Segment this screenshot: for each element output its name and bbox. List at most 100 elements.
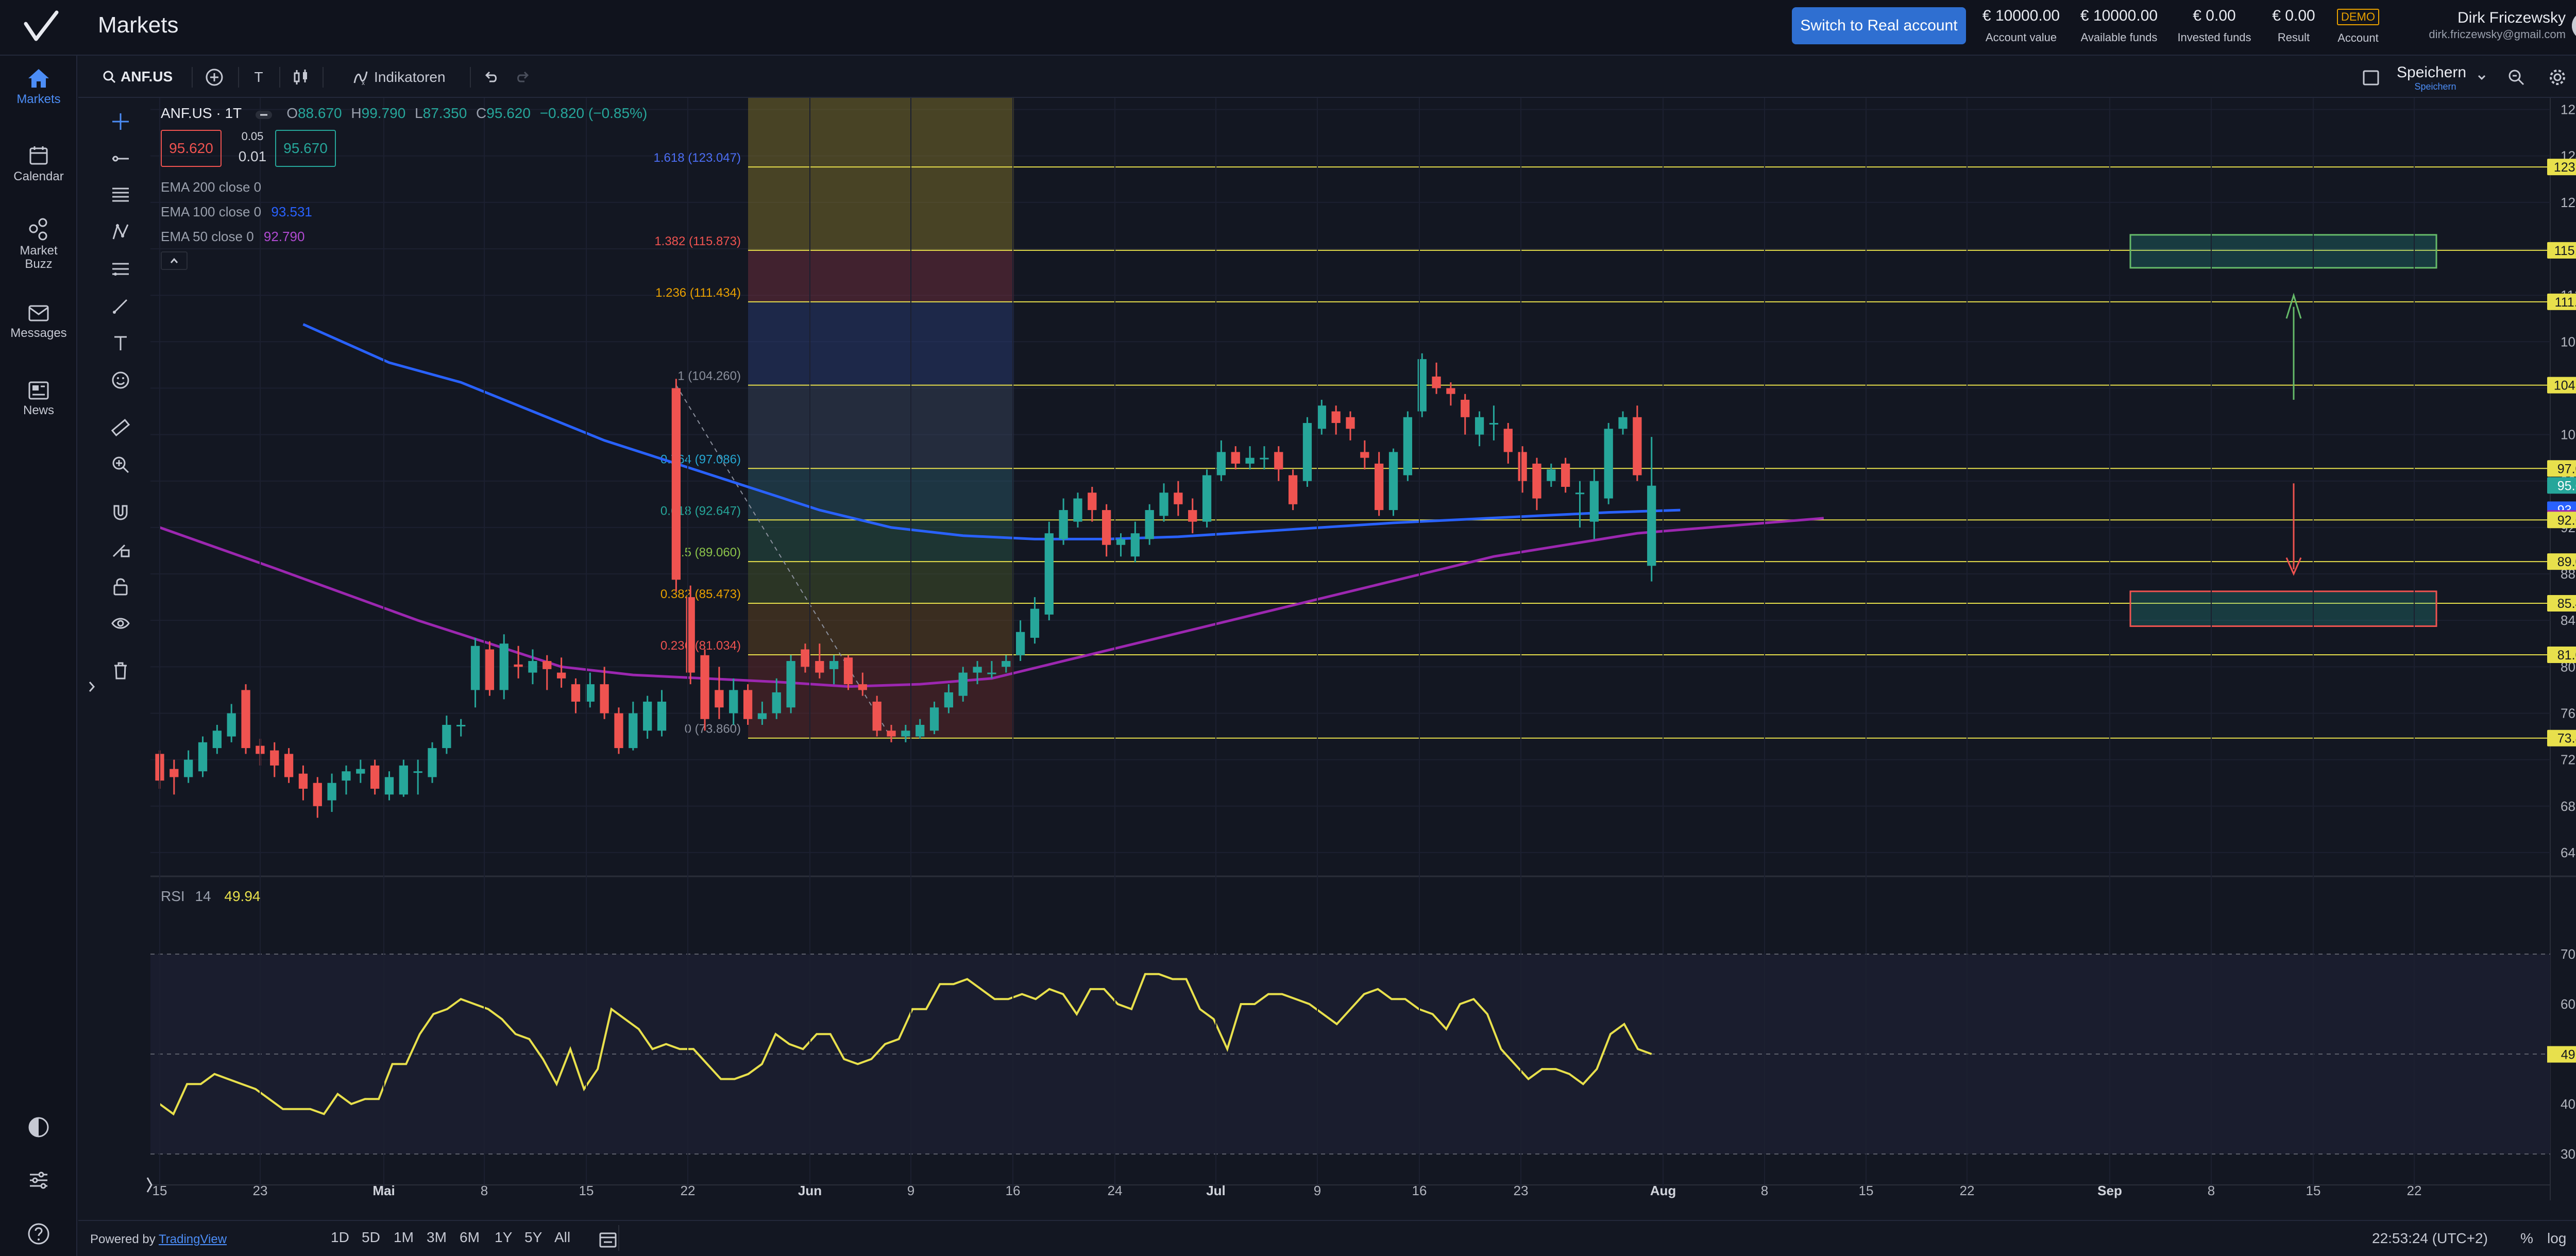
contrast-icon[interactable] <box>26 1114 52 1140</box>
app-logo-icon[interactable] <box>21 9 62 45</box>
range-1y[interactable]: 1Y <box>495 1229 513 1245</box>
spread-bottom: 0.01 <box>238 148 267 164</box>
stay-in-drawing-tool[interactable] <box>106 535 135 564</box>
rsi-legend[interactable]: RSI 14 49.94 <box>161 888 260 905</box>
time-tick: Sep <box>2097 1183 2122 1198</box>
market-buzz-icon <box>29 218 47 241</box>
result-stat: € 0.00 Result <box>2263 7 2325 44</box>
candle-body <box>470 646 480 690</box>
switch-to-real-account-button[interactable]: Switch to Real account <box>1792 7 1966 44</box>
text-tool[interactable] <box>106 329 135 358</box>
interval-button[interactable]: T <box>254 69 263 85</box>
trendline-tool[interactable] <box>106 144 135 173</box>
range-1m[interactable]: 1M <box>394 1229 414 1245</box>
clock[interactable]: 22:53:24 (UTC+2) <box>2372 1230 2488 1246</box>
range-5y[interactable]: 5Y <box>524 1229 543 1245</box>
redo-button[interactable] <box>511 66 534 89</box>
pattern-tool[interactable] <box>106 217 135 246</box>
plus-circle-icon <box>206 69 223 86</box>
percent-scale-button[interactable]: % <box>2520 1230 2533 1246</box>
page-title: Markets <box>98 12 179 38</box>
time-tick: 22 <box>681 1183 696 1198</box>
help-icon[interactable] <box>26 1221 52 1247</box>
collapse-legend-button[interactable] <box>161 251 188 270</box>
candle-body <box>901 731 910 737</box>
ema200-legend[interactable]: EMA 200 close 0 <box>161 179 261 195</box>
measure-tool[interactable] <box>106 413 135 442</box>
magnet-tool[interactable] <box>106 498 135 527</box>
expand-toolbar-arrow[interactable] <box>87 679 97 694</box>
sidebar-item-messages[interactable]: Messages <box>0 303 77 340</box>
fib-retracement-tool[interactable] <box>106 254 135 283</box>
range-1d[interactable]: 1D <box>331 1229 349 1245</box>
bid-price-button[interactable]: 95.620 <box>161 130 222 167</box>
ema50-line <box>159 517 1824 688</box>
range-3m[interactable]: 3M <box>427 1229 447 1245</box>
zoom-tool[interactable] <box>106 450 135 479</box>
price-tick: 128.000 <box>2561 102 2576 117</box>
save-dropdown[interactable] <box>2474 66 2489 89</box>
range-6m[interactable]: 6M <box>460 1229 480 1245</box>
emoji-tool[interactable] <box>106 366 135 395</box>
ask-price-button[interactable]: 95.670 <box>275 130 336 167</box>
goto-date-button[interactable] <box>598 1229 618 1250</box>
log-scale-button[interactable]: log <box>2547 1230 2567 1246</box>
save-button[interactable]: Speichern Speichern <box>2397 64 2474 92</box>
ema50-legend[interactable]: EMA 50 close 0 92.790 <box>161 229 304 245</box>
sidebar-item-calendar[interactable]: Calendar <box>0 144 77 183</box>
calendar-range-icon <box>599 1232 617 1248</box>
indicators-button[interactable]: x Indikatoren <box>351 66 446 89</box>
candle-body <box>1130 533 1140 557</box>
remove-drawings-tool[interactable] <box>106 656 135 685</box>
sliders-icon[interactable] <box>26 1167 52 1193</box>
candle-body <box>1547 469 1556 481</box>
price-tick: 120.000 <box>2561 195 2576 210</box>
fib-level-label: 0.5 (89.060) <box>674 546 741 559</box>
time-tick: 22 <box>1960 1183 1975 1198</box>
candle-body <box>657 701 667 731</box>
result-label: Result <box>2277 31 2310 44</box>
fib-level-label: 1 (104.260) <box>677 369 741 383</box>
candle-body <box>729 690 738 714</box>
candle-body <box>528 661 537 673</box>
symbol-search[interactable]: ANF.US <box>102 65 173 89</box>
candle-body <box>1589 481 1599 522</box>
price-tick: 68.000 <box>2561 799 2576 814</box>
ema100-text: EMA 100 close 0 <box>161 204 262 219</box>
chart-toolbar: ANF.US T x Indikatoren Speichern Speiche… <box>78 56 2576 98</box>
fib-retracement-icon <box>112 263 129 276</box>
undo-button[interactable] <box>480 66 503 89</box>
rsi-tick: 30.00 <box>2561 1146 2576 1162</box>
candles-icon <box>294 70 307 84</box>
brush-tool[interactable] <box>106 292 135 320</box>
rsi-name: RSI <box>161 888 185 904</box>
user-name[interactable]: Dirk Friczewsky <box>2458 9 2566 26</box>
avatar[interactable] <box>2572 11 2576 40</box>
quick-search-button[interactable] <box>2505 66 2528 89</box>
range-5d[interactable]: 5D <box>362 1229 380 1245</box>
lock-drawings-tool[interactable] <box>106 572 135 601</box>
short-target-box <box>2129 590 2437 627</box>
pencil-lock-icon <box>112 544 130 557</box>
magnet-icon <box>113 505 128 520</box>
sidebar-item-market-buzz[interactable]: Market Buzz <box>0 216 77 271</box>
eye-icon <box>111 618 130 629</box>
fib-tool[interactable] <box>106 180 135 209</box>
chart-type-button[interactable] <box>290 66 312 89</box>
layout-checkbox[interactable] <box>2361 66 2381 89</box>
ema100-legend[interactable]: EMA 100 close 0 93.531 <box>161 204 312 220</box>
add-symbol-button[interactable] <box>203 66 226 89</box>
crosshair-tool[interactable] <box>106 107 135 136</box>
candle-body <box>1245 457 1255 464</box>
time-tick: 8 <box>481 1183 488 1198</box>
sidebar-item-markets[interactable]: Markets <box>0 67 77 106</box>
account-type-stat[interactable]: DEMO Account <box>2330 7 2386 45</box>
legend-symbol[interactable]: ANF.US · 1T <box>161 105 242 121</box>
hide-drawings-tool[interactable] <box>106 609 135 638</box>
tradingview-link[interactable]: TradingView <box>158 1232 227 1246</box>
sidebar-item-news[interactable]: News <box>0 380 77 417</box>
settings-button[interactable] <box>2546 66 2569 89</box>
legend-collapse-icon[interactable] <box>255 108 273 121</box>
range-all[interactable]: All <box>554 1229 571 1245</box>
